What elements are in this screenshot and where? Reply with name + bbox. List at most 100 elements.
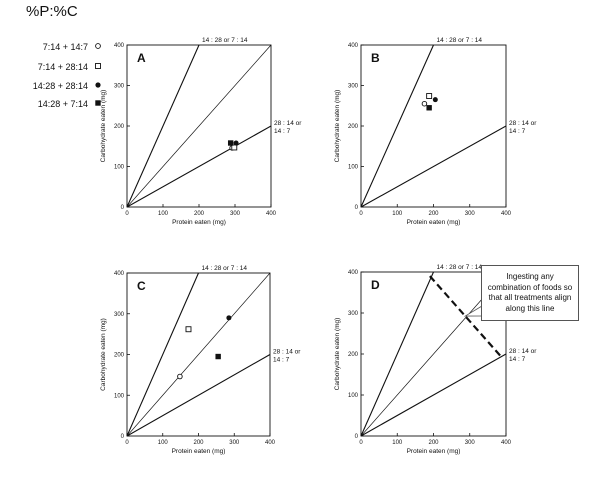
y-tick-label: 0: [355, 205, 359, 211]
plot-area: 0 100 200 300 400 0 100 200 300 400 Protein eaten …: [100, 265, 301, 455]
data-point-open-circle: [421, 100, 428, 107]
data-point-open-circle: [177, 373, 183, 380]
y-tick-label: 400: [114, 271, 125, 277]
y-tick-label: 200: [114, 124, 125, 130]
panel-letter: A: [137, 51, 146, 65]
y-tick-label: 400: [348, 43, 359, 49]
y-tick-label: 0: [355, 434, 359, 440]
x-tick-label: 400: [266, 211, 277, 217]
x-tick-label: 100: [158, 211, 169, 217]
legend-item-label: 7:14 + 14:7: [42, 42, 88, 52]
legend-markers: [95, 43, 101, 106]
data-point-filled-circle: [233, 140, 239, 146]
data-point-filled-square: [426, 105, 432, 111]
data-point-filled-square: [215, 353, 221, 360]
y-tick-label: 100: [348, 165, 359, 171]
x-tick-label: 100: [392, 211, 403, 217]
data-point-open-square: [185, 326, 192, 333]
x-axis-label: Protein eaten (mg): [407, 219, 461, 226]
x-tick-label: 400: [501, 440, 512, 446]
guide-line: [126, 44, 200, 208]
data-point-open-square: [231, 144, 238, 151]
guide-label-top: 14 : 28 or 7 : 14: [437, 264, 483, 271]
legend-item-label: 7:14 + 28:14: [37, 62, 88, 72]
y-tick-label: 0: [121, 434, 125, 440]
y-tick-label: 100: [114, 165, 125, 171]
guide-label-right: 28 : 14 or: [274, 120, 302, 127]
plot-area: 0 100 200 300 400 0 100 200 300 400 Protein eaten …: [334, 264, 537, 455]
panel-letter: B: [371, 51, 380, 65]
y-tick-label: 0: [121, 205, 125, 211]
x-tick-label: 300: [229, 440, 240, 446]
x-tick-label: 100: [158, 440, 169, 446]
guide-label-right: 14 : 7: [509, 128, 526, 135]
y-axis-label: Carbohydrate eaten (mg): [334, 318, 341, 391]
panel-letter: C: [137, 279, 146, 293]
guide-line: [360, 125, 507, 208]
x-tick-label: 300: [230, 211, 241, 217]
plot-area: 0 100 200 300 400 0 100 200 300 400 Protein eaten …: [334, 37, 537, 226]
y-tick-label: 300: [114, 312, 125, 318]
x-axis-label: Protein eaten (mg): [172, 219, 226, 226]
alignment-dashed-line: [429, 275, 502, 357]
x-tick-label: 0: [125, 440, 129, 446]
x-tick-label: 300: [465, 211, 476, 217]
y-axis-label: Carbohydrate eaten (mg): [334, 90, 341, 163]
data-point-open-square: [426, 93, 433, 99]
callout-pointer: [463, 305, 483, 317]
data-point-filled-circle: [432, 97, 438, 103]
x-tick-label: 200: [428, 211, 439, 217]
x-tick-label: 200: [428, 440, 439, 446]
y-axis-label: Carbohydrate eaten (mg): [100, 90, 107, 163]
guide-line: [126, 272, 271, 437]
guide-label-top: 14 : 28 or 7 : 14: [202, 265, 248, 272]
guide-label-right: 28 : 14 or: [509, 120, 537, 127]
legend: %P:%C 7:14 + 14:7 7:14 + 28:14 14:28 + 2…: [0, 0, 120, 110]
legend-marker-open-square: [95, 63, 101, 69]
x-tick-label: 300: [465, 440, 476, 446]
x-axis-label: Protein eaten (mg): [407, 448, 461, 455]
y-tick-label: 300: [114, 84, 125, 90]
guide-label-right: 28 : 14 or: [509, 348, 537, 355]
guide-line: [360, 44, 435, 208]
y-tick-label: 100: [114, 393, 125, 399]
x-tick-label: 0: [359, 211, 363, 217]
x-tick-label: 0: [125, 211, 129, 217]
x-axis-label: Protein eaten (mg): [172, 448, 226, 455]
x-tick-label: 200: [194, 211, 205, 217]
x-tick-label: 200: [193, 440, 204, 446]
guide-line: [360, 353, 507, 437]
panel-letter: D: [371, 278, 380, 292]
y-axis-label: Carbohydrate eaten (mg): [100, 318, 107, 391]
guide-line: [126, 354, 271, 437]
legend-marker-filled-square: [95, 100, 101, 106]
guide-label-right: 14 : 7: [273, 357, 290, 364]
guide-label-right: 14 : 7: [509, 356, 526, 363]
guide-line: [126, 44, 272, 208]
y-tick-label: 300: [348, 84, 359, 90]
data-point-filled-square: [227, 140, 234, 146]
legend-marker-filled-circle: [95, 82, 101, 88]
legend-marker-open-circle: [95, 43, 101, 49]
y-tick-label: 400: [114, 43, 125, 49]
x-tick-label: 400: [501, 211, 512, 217]
y-tick-label: 100: [348, 393, 359, 399]
legend-item-label: 14:28 + 7:14: [37, 99, 88, 109]
guide-line: [126, 125, 272, 208]
x-tick-label: 100: [392, 440, 403, 446]
guide-label-top: 14 : 28 or 7 : 14: [437, 37, 483, 44]
legend-item-label: 14:28 + 28:14: [32, 81, 88, 91]
data-point-filled-circle: [226, 315, 232, 321]
y-tick-label: 300: [348, 311, 359, 317]
x-tick-label: 0: [359, 440, 363, 446]
x-tick-label: 400: [265, 440, 276, 446]
guide-label-top: 14 : 28 or 7 : 14: [202, 37, 248, 44]
y-tick-label: 200: [348, 352, 359, 358]
y-tick-label: 200: [348, 124, 359, 130]
guide-label-right: 28 : 14 or: [273, 349, 301, 356]
callout-box: Ingesting any combination of foods so th…: [481, 265, 579, 321]
